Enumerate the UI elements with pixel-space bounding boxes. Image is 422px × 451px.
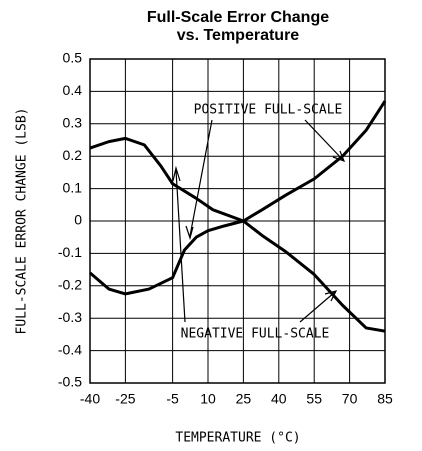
y-tick-label: -0.5 <box>58 374 82 390</box>
x-tick-label: 10 <box>200 391 216 407</box>
x-tick-label: 70 <box>342 391 358 407</box>
y-axis-label: FULL-SCALE ERROR CHANGE (LSB) <box>15 108 30 335</box>
y-tick-label: -0.2 <box>58 277 82 293</box>
y-tick-label: 0.2 <box>63 147 83 163</box>
line-series <box>89 100 387 296</box>
y-tick-label: -0.4 <box>58 341 82 357</box>
chart-title: Full-Scale Error Change <box>147 9 329 26</box>
x-tick-label: -40 <box>80 391 100 407</box>
y-tick-label: -0.1 <box>58 244 82 260</box>
line-series <box>89 136 386 333</box>
y-tick-label: 0.3 <box>63 115 83 131</box>
x-tick-label: -5 <box>166 391 179 407</box>
y-tick-label: 0.5 <box>63 50 83 66</box>
arrow <box>304 119 346 163</box>
arrows <box>172 119 346 323</box>
x-tick-label: 55 <box>306 391 322 407</box>
x-tick-label: 25 <box>236 391 252 407</box>
annotation: POSITIVE FULL-SCALE <box>194 103 343 118</box>
x-axis-label: TEMPERATURE (°C) <box>175 431 300 446</box>
arrow <box>299 290 338 323</box>
arrow <box>172 165 186 323</box>
y-tick-label: 0.4 <box>63 82 83 98</box>
y-tick-label: 0 <box>74 212 82 228</box>
x-tick-label: 40 <box>271 391 287 407</box>
chart-title: vs. Temperature <box>177 27 300 44</box>
x-tick-label: -25 <box>115 391 135 407</box>
y-tick-label: -0.3 <box>58 309 82 325</box>
annotation: NEGATIVE FULL-SCALE <box>181 327 330 342</box>
x-tick-label: 85 <box>377 391 393 407</box>
y-tick-label: 0.1 <box>63 179 83 195</box>
